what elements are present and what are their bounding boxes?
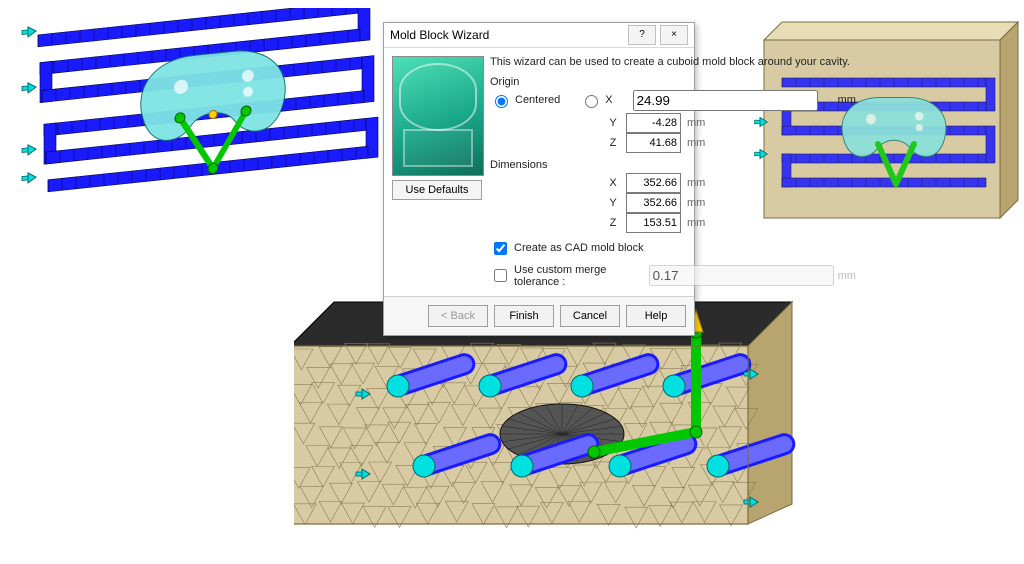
x-radio-label: X [605, 94, 612, 106]
unit-label: mm [687, 217, 709, 229]
mold-block-wizard-dialog: Mold Block Wizard ? × Use Defaults This … [383, 22, 695, 336]
dim-x-field[interactable] [626, 173, 681, 193]
cad-block-checkbox[interactable] [494, 242, 507, 255]
dialog-preview: Use Defaults [392, 56, 482, 288]
unit-label: mm [687, 117, 709, 129]
dim-z-label: Z [606, 217, 620, 229]
dialog-titlebar[interactable]: Mold Block Wizard ? × [384, 23, 694, 48]
dialog-description: This wizard can be used to create a cubo… [490, 56, 856, 70]
back-button: < Back [428, 305, 488, 327]
dim-y-field[interactable] [626, 193, 681, 213]
use-defaults-button[interactable]: Use Defaults [392, 180, 482, 200]
dialog-title: Mold Block Wizard [390, 28, 489, 42]
dialog-footer: < Back Finish Cancel Help [384, 296, 694, 335]
origin-x-radio[interactable]: X [580, 92, 612, 108]
finish-button[interactable]: Finish [494, 305, 554, 327]
dim-z-field[interactable] [626, 213, 681, 233]
origin-x-field[interactable] [633, 90, 818, 111]
merge-tol-label: Use custom merge tolerance : [514, 264, 645, 288]
centered-radio-label: Centered [515, 94, 560, 106]
preview-image [392, 56, 484, 176]
unit-label: mm [687, 197, 709, 209]
viewport-cooling-iso [8, 8, 386, 238]
origin-z-label: Z [606, 137, 620, 149]
help-icon[interactable]: ? [628, 25, 656, 45]
dim-x-label: X [606, 177, 620, 189]
close-icon[interactable]: × [660, 25, 688, 45]
merge-tol-checkbox[interactable] [494, 269, 507, 282]
cad-block-label: Create as CAD mold block [514, 242, 644, 254]
x-radio-input[interactable] [585, 95, 598, 108]
origin-label: Origin [490, 76, 856, 88]
cancel-button[interactable]: Cancel [560, 305, 620, 327]
merge-tol-field [649, 265, 834, 286]
dim-y-label: Y [606, 197, 620, 209]
origin-y-label: Y [606, 117, 620, 129]
unit-label: mm [838, 270, 856, 282]
centered-radio-input[interactable] [495, 95, 508, 108]
unit-label: mm [687, 137, 709, 149]
dimensions-label: Dimensions [490, 159, 856, 171]
unit-label: mm [687, 177, 709, 189]
origin-y-field[interactable] [626, 113, 681, 133]
unit-label: mm [838, 94, 856, 106]
origin-z-field[interactable] [626, 133, 681, 153]
origin-centered-radio[interactable]: Centered [490, 92, 560, 108]
help-button[interactable]: Help [626, 305, 686, 327]
